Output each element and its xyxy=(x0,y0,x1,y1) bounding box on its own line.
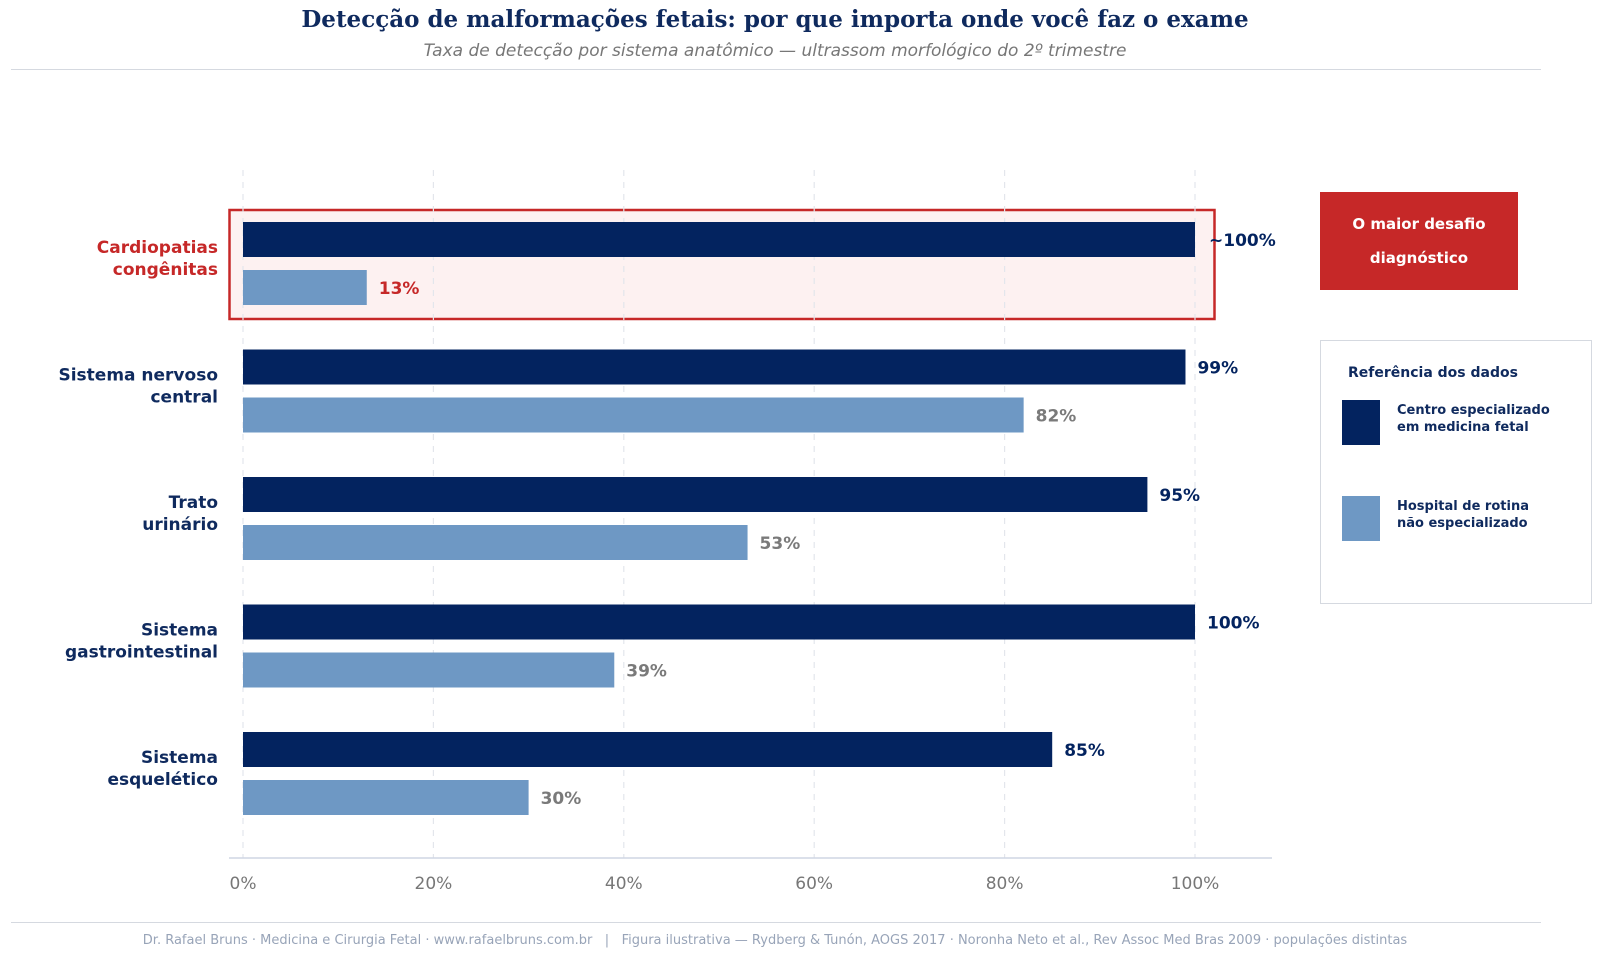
data-label: 13% xyxy=(379,279,420,299)
bar-routine xyxy=(243,780,529,815)
x-tick-label: 100% xyxy=(1171,874,1220,894)
data-label: 39% xyxy=(626,662,667,682)
category-label-line: central xyxy=(150,388,218,408)
x-tick-label: 60% xyxy=(795,874,833,894)
bar-specialized xyxy=(243,477,1148,512)
bar-specialized xyxy=(243,222,1195,257)
bar-routine xyxy=(243,397,1024,433)
category-label-line: Trato xyxy=(169,493,218,513)
bar-routine xyxy=(243,270,367,305)
callout-line-2: diagnóstico xyxy=(1369,249,1469,267)
data-label: 30% xyxy=(541,789,582,809)
category-label-line: Sistema xyxy=(141,621,218,641)
category-label: Sistema esquelético xyxy=(107,748,218,790)
data-label: ~100% xyxy=(1209,231,1276,251)
legend-swatch-routine xyxy=(1342,496,1380,541)
legend: Referência dos dados Centro especializad… xyxy=(1320,340,1592,604)
legend-label-specialized: Centro especializado em medicina fetal xyxy=(1397,403,1550,435)
x-tick-label: 0% xyxy=(230,874,257,894)
highlight-callout: O maior desafio diagnóstico xyxy=(1320,192,1518,290)
category-label: Cardiopatias congênitas xyxy=(97,238,218,280)
legend-title: Referência dos dados xyxy=(1348,365,1518,381)
callout-line-1: O maior desafio xyxy=(1352,215,1486,233)
footer-divider xyxy=(11,922,1541,923)
category-label-line: gastrointestinal xyxy=(65,643,218,663)
page-title: Detecção de malformações fetais: por que… xyxy=(301,6,1249,33)
data-label: 100% xyxy=(1207,614,1260,634)
data-label: 53% xyxy=(760,534,801,554)
category-label: Sistema gastrointestinal xyxy=(65,621,218,663)
category-label-line: Cardiopatias xyxy=(97,238,218,258)
bar-chart: 0% 20% 40% 60% 80% 100% ~100% 13% Cardiopatias co… xyxy=(58,170,1276,894)
x-tick-label: 80% xyxy=(986,874,1024,894)
legend-label-routine: Hospital de rotina não especializado xyxy=(1397,499,1529,531)
x-tick-label: 40% xyxy=(605,874,643,894)
bar-specialized xyxy=(243,732,1053,767)
legend-swatch-specialized xyxy=(1342,400,1380,445)
data-label: 99% xyxy=(1197,359,1238,379)
data-label: 85% xyxy=(1064,741,1105,761)
page-subtitle: Taxa de detecção por sistema anatômico —… xyxy=(423,41,1127,61)
header-divider xyxy=(11,69,1541,70)
footer-credits: Dr. Rafael Bruns · Medicina e Cirurgia F… xyxy=(142,933,1408,948)
category-label: Sistema nervoso central xyxy=(58,366,218,408)
bar-specialized xyxy=(243,604,1195,640)
category-label-line: esquelético xyxy=(107,770,218,790)
category-label: Trato urinário xyxy=(142,493,218,535)
data-label: 95% xyxy=(1159,486,1200,506)
category-label-line: Sistema xyxy=(141,748,218,768)
category-label-line: urinário xyxy=(142,515,218,535)
x-tick-label: 20% xyxy=(415,874,453,894)
category-label-line: congênitas xyxy=(113,260,218,280)
bar-routine xyxy=(243,525,748,560)
category-label-line: Sistema nervoso xyxy=(58,366,218,386)
bar-routine xyxy=(243,652,615,688)
bar-specialized xyxy=(243,349,1186,385)
data-label: 82% xyxy=(1036,407,1077,427)
